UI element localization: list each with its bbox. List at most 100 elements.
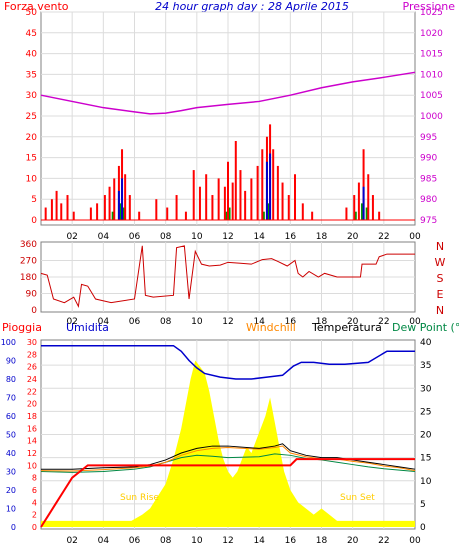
x-tick-label: 18: [316, 536, 328, 546]
compass-label: S: [437, 272, 444, 285]
rain-tick-label: 6: [32, 486, 37, 495]
x-tick-label: 08: [160, 536, 172, 546]
wind-pressure-x-axis: 02 04 06 08 10 12 14 16 18 20 22 00: [66, 232, 421, 242]
x-tick-label: 14: [253, 536, 265, 546]
legend-humidity: Umidita: [66, 321, 109, 334]
x-tick-label: 04: [98, 232, 110, 242]
x-tick-label: 16: [285, 232, 297, 242]
temperature-tick-label: 35: [420, 361, 431, 371]
wind-speed-tick-label: 5: [31, 195, 37, 205]
wind-direction-tick-label: 0: [31, 306, 37, 316]
x-tick-label: 16: [285, 317, 297, 327]
humidity-line: [41, 344, 415, 380]
wind-speed-tick-label: 40: [26, 50, 38, 60]
pressure-tick-label: 1015: [420, 50, 443, 60]
x-tick-label: 02: [66, 536, 77, 546]
humidity-axis: 0 10 20 30 40 50 60 70 80 90 100: [1, 338, 16, 532]
humidity-tick-label: 90: [6, 357, 16, 366]
rain-tick-label: 24: [27, 375, 37, 384]
solar-radiation-area: [41, 360, 415, 527]
temperature-axis: 0 5 10 15 20 25 30 35 40: [420, 338, 432, 533]
compass-label: E: [437, 288, 444, 301]
pressure-axis: 975 980 985 990 995 1000 1005 1010 1015 1020 1025: [420, 8, 443, 226]
rain-line: [40, 458, 415, 528]
humidity-tick-label: 20: [6, 486, 16, 495]
pressure-tick-label: 980: [420, 195, 437, 205]
x-tick-label: 04: [98, 536, 110, 546]
temperature-tick-label: 40: [420, 338, 432, 348]
wind-speed-tick-label: 35: [26, 70, 37, 80]
rain-tick-label: 22: [27, 387, 37, 396]
rain-tick-label: 26: [27, 363, 37, 372]
x-tick-label: 22: [378, 232, 389, 242]
rain-tick-label: 18: [27, 412, 37, 421]
x-tick-label: 06: [129, 536, 141, 546]
header-title: 24 hour graph day : 28 Aprile 2015: [155, 0, 349, 13]
pressure-tick-label: 990: [420, 154, 437, 164]
wind-green-bars: [111, 203, 368, 220]
pressure-tick-label: 1025: [420, 8, 443, 18]
rain-tick-label: 14: [27, 437, 37, 446]
dewpoint-line: [40, 453, 416, 473]
x-tick-label: 14: [253, 317, 265, 327]
temperature-tick-label: 5: [420, 500, 426, 510]
temperature-tick-label: 0: [420, 523, 426, 533]
wind-gust-bars: [117, 153, 365, 220]
x-tick-label: 12: [222, 317, 233, 327]
wind-speed-tick-label: 20: [26, 133, 38, 143]
x-tick-label: 20: [347, 536, 359, 546]
temperature-tick-label: 25: [420, 407, 431, 417]
x-tick-label: 00: [409, 317, 421, 327]
legend-windchill: Windchill: [246, 321, 296, 334]
sun-rise-label: Sun Rise: [120, 493, 159, 503]
x-tick-label: 20: [347, 317, 359, 327]
x-tick-label: 00: [409, 536, 421, 546]
temperature-tick-label: 10: [420, 477, 432, 487]
pressure-tick-label: 975: [420, 216, 437, 226]
x-tick-label: 12: [222, 536, 233, 546]
x-tick-label: 06: [129, 232, 141, 242]
temperature-tick-label: 30: [420, 384, 432, 394]
wind-direction-axis: 0 90 180 270 360: [20, 240, 37, 316]
x-tick-label: 04: [98, 317, 110, 327]
pressure-tick-label: 1005: [420, 91, 443, 101]
compass-label: N: [436, 240, 444, 253]
wind-speed-tick-label: 0: [31, 216, 37, 226]
humidity-tick-label: 40: [6, 449, 16, 458]
pressure-tick-label: 995: [420, 133, 437, 143]
x-tick-label: 00: [409, 232, 421, 242]
sun-set-label: Sun Set: [340, 493, 375, 503]
rain-humidity-x-axis: 02 04 06 08 10 12 14 16 18 20 22 00: [66, 536, 421, 546]
pressure-tick-label: 1020: [420, 29, 443, 39]
wind-direction-tick-label: 180: [20, 273, 37, 283]
rain-tick-label: 8: [32, 474, 37, 483]
wind-speed-tick-label: 10: [26, 174, 38, 184]
humidity-tick-label: 50: [6, 431, 16, 440]
legend-temperature: Temperatura: [311, 321, 382, 334]
wind-speed-tick-label: 15: [26, 154, 37, 164]
x-tick-label: 08: [160, 317, 172, 327]
rain-tick-label: 20: [27, 400, 37, 409]
rain-tick-label: 4: [32, 498, 37, 507]
humidity-tick-label: 0: [11, 523, 16, 532]
pressure-tick-label: 1000: [420, 112, 443, 122]
x-tick-label: 18: [316, 317, 328, 327]
humidity-tick-label: 100: [1, 338, 16, 347]
compass-label: W: [435, 256, 446, 269]
humidity-tick-label: 80: [6, 375, 16, 384]
windchill-line: [40, 445, 416, 472]
wind-speed-tick-label: 30: [26, 91, 38, 101]
wind-speed-tick-label: 25: [26, 112, 37, 122]
wind-direction-tick-label: 90: [26, 290, 38, 300]
x-tick-label: 18: [316, 232, 328, 242]
x-tick-label: 02: [66, 232, 77, 242]
rain-tick-label: 0: [32, 523, 37, 532]
header-right-label: Pressione: [403, 0, 456, 13]
wind-speed-axis: 0 5 10 15 20 25 30 35 40 45 50: [26, 8, 38, 226]
legend-rain: Pioggia: [2, 321, 42, 334]
x-tick-label: 12: [222, 232, 233, 242]
